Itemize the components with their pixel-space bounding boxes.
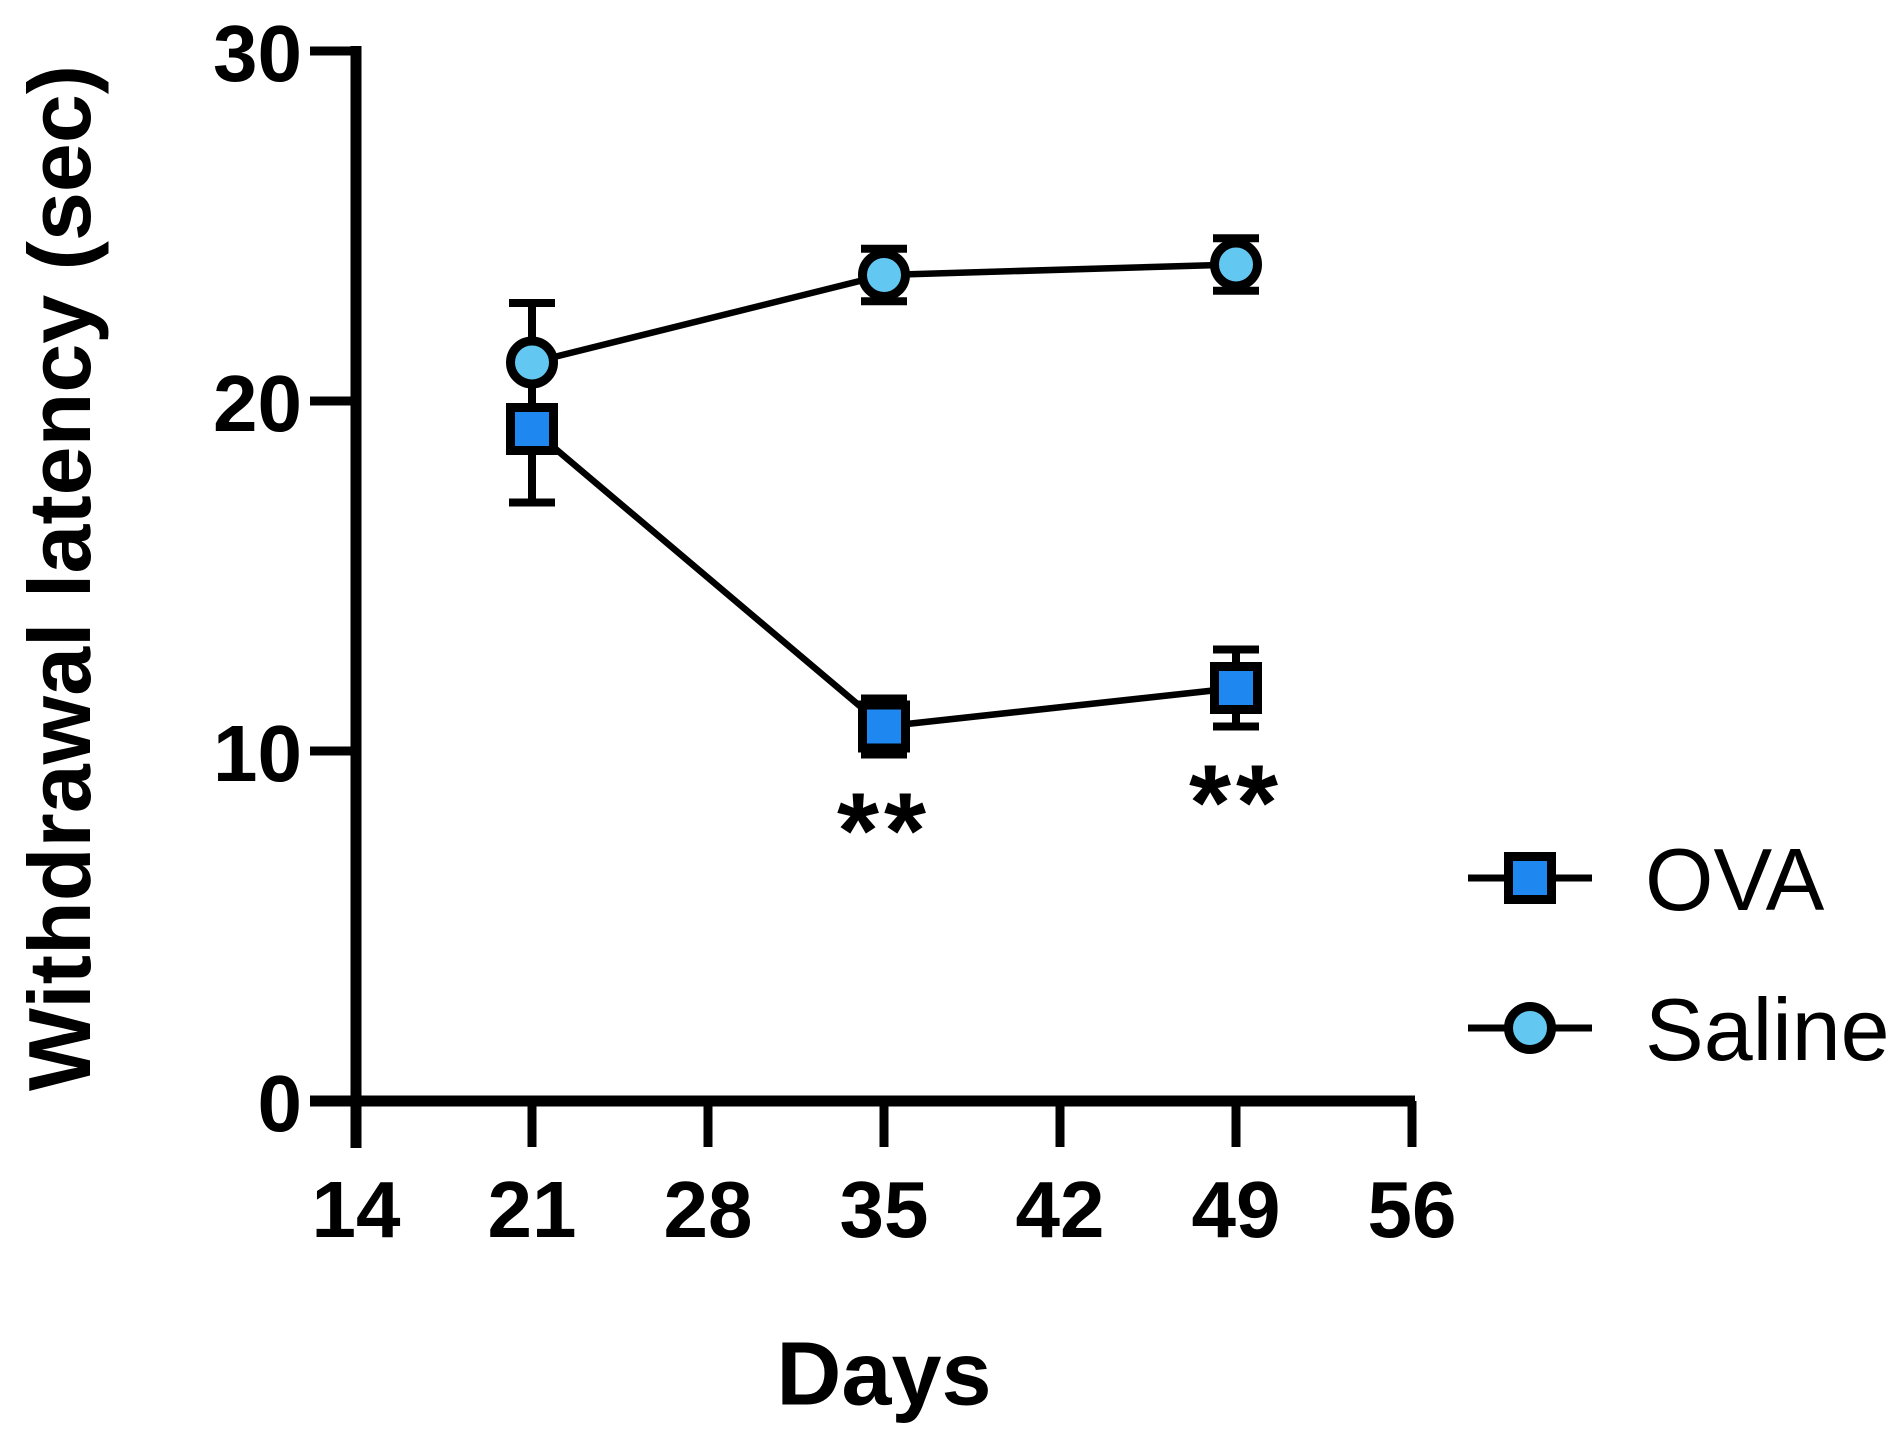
legend-marker-ova [1504,852,1556,904]
data-point-ova [858,700,910,753]
y-axis-title: Withdrawal latency (sec) [10,64,109,1092]
y-tick-label: 30 [213,9,302,98]
data-point-ova [1210,662,1262,714]
y-tick-label: 20 [213,359,302,448]
x-tick-label: 56 [1368,1165,1457,1254]
legend-marker-saline [1504,1002,1556,1054]
x-tick-label: 14 [312,1165,401,1254]
significance-marker: ** [837,770,931,891]
data-point-saline [1210,238,1262,291]
series-line-ova [529,426,1237,730]
data-point-saline [858,249,910,301]
y-tick-label: 10 [213,709,302,798]
legend-label-saline: Saline [1645,980,1890,1079]
legend-label-ova: OVA [1645,830,1825,929]
x-axis-title: Days [776,1324,992,1425]
y-tick-label: 0 [258,1059,303,1148]
data-point-saline [506,336,558,389]
x-tick-label: 35 [840,1165,929,1254]
x-tick-label: 28 [664,1165,753,1254]
x-tick-label: 49 [1192,1165,1281,1254]
data-point-ova [506,403,558,455]
x-tick-label: 21 [488,1165,577,1254]
significance-marker: ** [1189,742,1283,863]
x-tick-label: 42 [1016,1165,1105,1254]
